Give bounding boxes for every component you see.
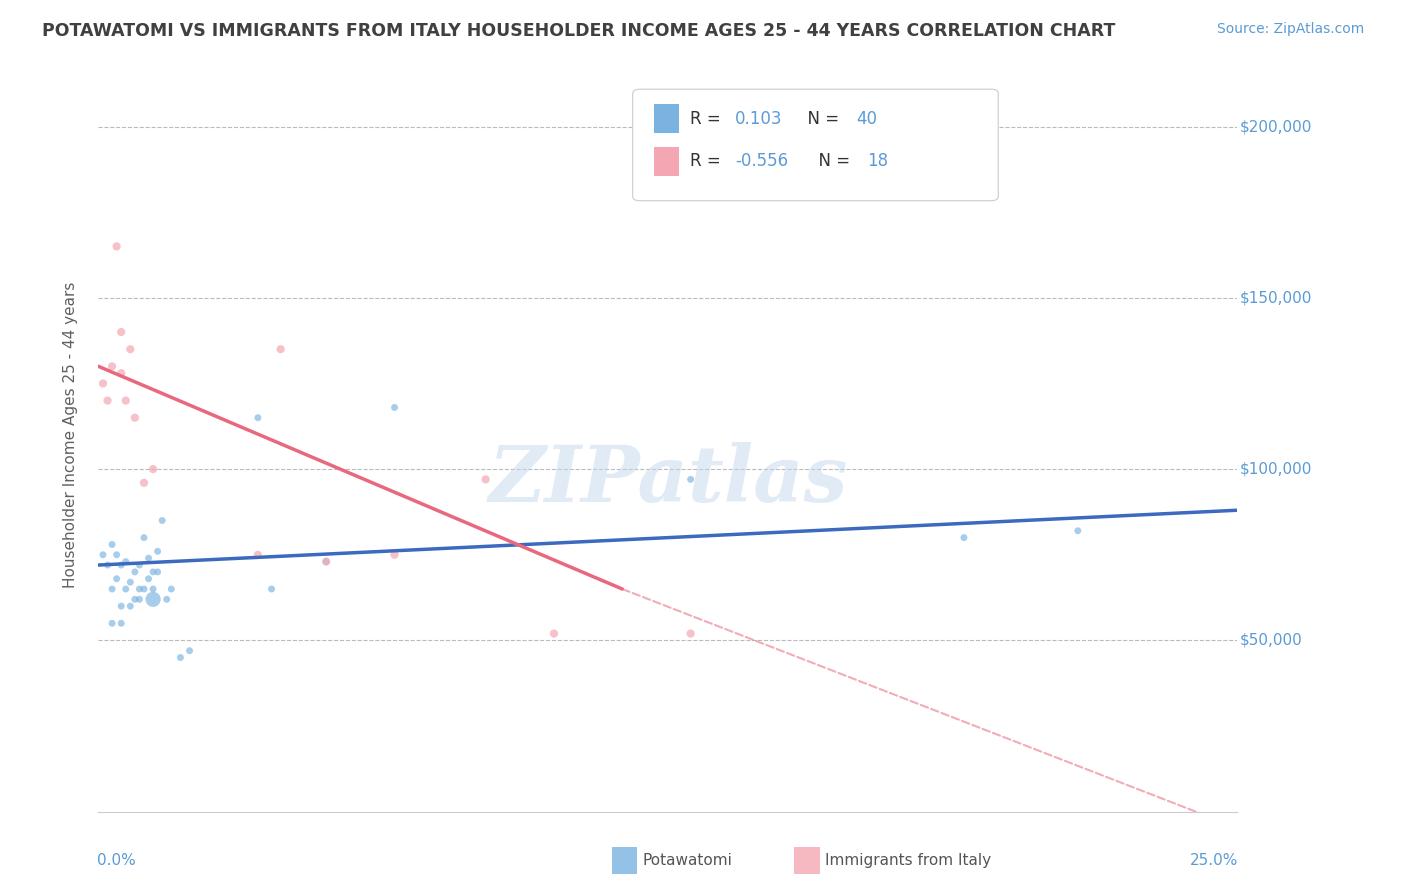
Text: $50,000: $50,000	[1240, 633, 1302, 648]
Text: Source: ZipAtlas.com: Source: ZipAtlas.com	[1216, 22, 1364, 37]
Point	[105, 239, 128, 253]
Text: -0.556: -0.556	[735, 153, 789, 170]
Text: $150,000: $150,000	[1240, 290, 1312, 305]
Text: N =: N =	[797, 110, 845, 128]
Point	[543, 626, 565, 640]
Point	[91, 548, 114, 562]
Point	[142, 592, 165, 607]
Point	[315, 555, 337, 569]
Y-axis label: Householder Income Ages 25 - 44 years: Householder Income Ages 25 - 44 years	[63, 282, 77, 588]
Text: 0.103: 0.103	[735, 110, 783, 128]
Text: Potawatomi: Potawatomi	[643, 854, 733, 868]
Point	[105, 548, 128, 562]
Point	[1067, 524, 1090, 538]
Point	[156, 592, 179, 607]
Point	[110, 366, 132, 380]
Text: R =: R =	[690, 153, 727, 170]
Point	[101, 359, 124, 374]
Point	[138, 551, 160, 566]
Point	[179, 643, 201, 657]
Point	[138, 572, 160, 586]
Text: 40: 40	[856, 110, 877, 128]
Point	[142, 582, 165, 596]
Point	[124, 565, 146, 579]
Point	[120, 342, 142, 356]
Point	[679, 626, 702, 640]
Text: Immigrants from Italy: Immigrants from Italy	[825, 854, 991, 868]
Point	[96, 393, 118, 408]
Point	[96, 558, 118, 572]
Point	[128, 558, 150, 572]
Point	[110, 616, 132, 631]
Point	[124, 410, 146, 425]
Text: N =: N =	[808, 153, 856, 170]
Point	[132, 582, 155, 596]
Point	[101, 616, 124, 631]
Point	[146, 544, 169, 558]
Point	[110, 599, 132, 614]
Point	[384, 401, 406, 415]
Point	[120, 575, 142, 590]
Point	[160, 582, 183, 596]
Point	[146, 565, 169, 579]
Point	[953, 531, 976, 545]
Point	[105, 572, 128, 586]
Text: 18: 18	[868, 153, 889, 170]
Point	[169, 650, 191, 665]
Point	[101, 582, 124, 596]
Point	[114, 582, 136, 596]
Point	[679, 472, 702, 486]
Point	[384, 548, 406, 562]
Point	[246, 548, 269, 562]
Point	[270, 342, 292, 356]
Text: 0.0%: 0.0%	[97, 853, 136, 868]
Point	[142, 565, 165, 579]
Point	[132, 475, 155, 490]
Text: 25.0%: 25.0%	[1189, 853, 1239, 868]
Point	[246, 410, 269, 425]
Point	[474, 472, 496, 486]
Point	[128, 592, 150, 607]
Point	[91, 376, 114, 391]
Point	[124, 592, 146, 607]
Point	[114, 555, 136, 569]
Point	[132, 531, 155, 545]
Point	[315, 555, 337, 569]
Point	[142, 462, 165, 476]
Point	[114, 393, 136, 408]
Point	[120, 599, 142, 614]
Text: $100,000: $100,000	[1240, 462, 1312, 476]
Point	[101, 537, 124, 551]
Text: POTAWATOMI VS IMMIGRANTS FROM ITALY HOUSEHOLDER INCOME AGES 25 - 44 YEARS CORREL: POTAWATOMI VS IMMIGRANTS FROM ITALY HOUS…	[42, 22, 1115, 40]
Point	[110, 325, 132, 339]
Text: ZIPatlas: ZIPatlas	[488, 442, 848, 518]
Point	[128, 582, 150, 596]
Point	[110, 558, 132, 572]
Text: R =: R =	[690, 110, 727, 128]
Text: $200,000: $200,000	[1240, 119, 1312, 134]
Point	[150, 514, 173, 528]
Point	[260, 582, 283, 596]
